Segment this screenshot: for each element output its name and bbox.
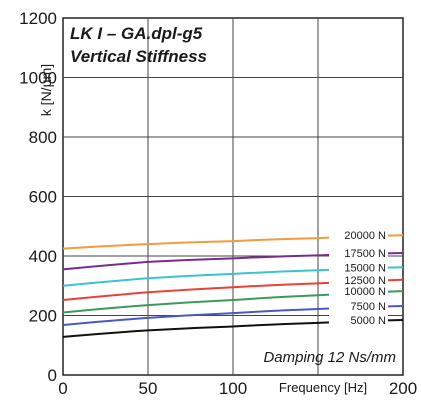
series-label: 20000 N	[344, 230, 386, 242]
y-tick-label: 400	[29, 247, 57, 266]
tick-labels: 0 200 400 600 800 1000 1200 0 50 100 200	[19, 9, 417, 398]
series-label-bg	[329, 273, 388, 286]
y-tick-label: 1200	[19, 9, 57, 28]
x-tick-label: 200	[389, 379, 417, 398]
series-label-bg	[329, 299, 388, 312]
series-label-bg	[329, 313, 388, 326]
y-tick-label: 800	[29, 128, 57, 147]
chart-subtitle: Vertical Stiffness	[70, 47, 207, 66]
damping-annotation: Damping 12 Ns/mm	[263, 349, 396, 366]
series-label: 12500 N	[344, 275, 386, 287]
x-tick-label: 0	[58, 379, 67, 398]
y-tick-label: 200	[29, 307, 57, 326]
x-tick-label: 50	[139, 379, 158, 398]
series-label: 15000 N	[344, 262, 386, 274]
series-label: 5000 N	[351, 315, 387, 327]
series-label: 7500 N	[351, 301, 387, 313]
series-label-bg	[329, 261, 388, 274]
chart-title: LK I – GA.dpl-g5	[70, 24, 203, 43]
series-label-bg	[329, 247, 388, 260]
series-label-bg	[329, 229, 388, 242]
y-axis-label: k [N/µm]	[38, 64, 54, 116]
y-tick-label: 600	[29, 188, 57, 207]
y-tick-label: 0	[48, 366, 57, 385]
series-label: 10000 N	[344, 286, 386, 298]
y-tick-label: 1000	[19, 69, 57, 88]
x-tick-label: 100	[219, 379, 247, 398]
x-axis-label: Frequency [Hz]	[279, 380, 367, 395]
series-label: 17500 N	[344, 248, 386, 260]
series-label-bg	[329, 285, 388, 298]
